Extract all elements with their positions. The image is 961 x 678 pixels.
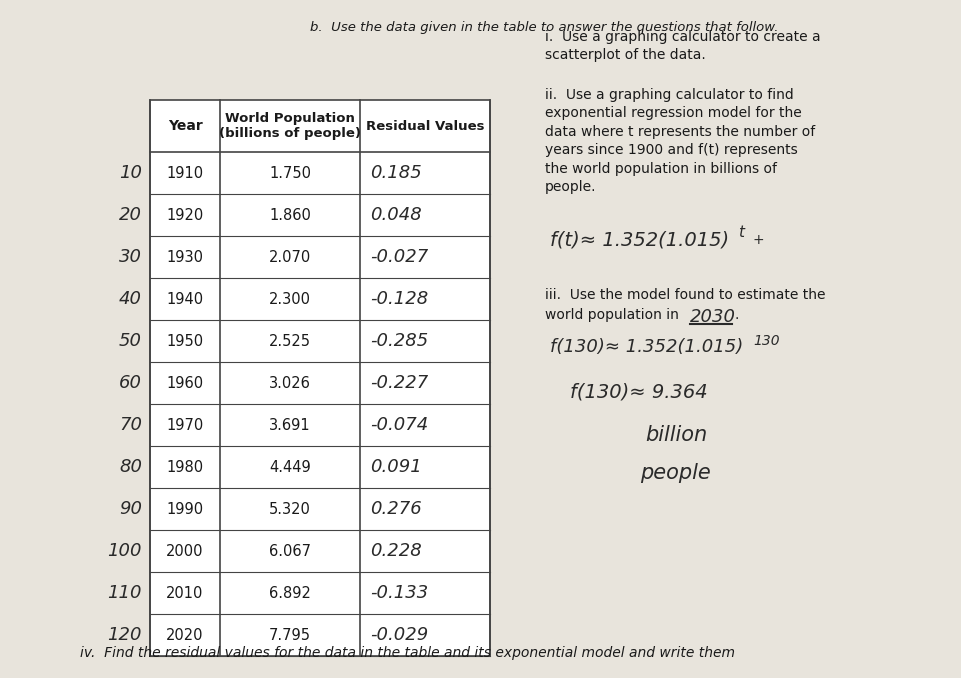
Text: people: people (640, 463, 711, 483)
Text: 1980: 1980 (166, 460, 204, 475)
Text: 2000: 2000 (166, 544, 204, 559)
Text: 1.860: 1.860 (269, 207, 311, 222)
Text: 1950: 1950 (166, 334, 204, 348)
Text: 2.070: 2.070 (269, 250, 311, 264)
Text: 2.300: 2.300 (269, 292, 311, 306)
Text: 130: 130 (753, 334, 779, 348)
Text: i.  Use a graphing calculator to create a
scatterplot of the data.: i. Use a graphing calculator to create a… (545, 30, 821, 62)
Text: 1930: 1930 (166, 250, 204, 264)
Text: 2030: 2030 (690, 308, 736, 326)
Text: 50: 50 (119, 332, 142, 350)
Text: 2.525: 2.525 (269, 334, 311, 348)
Text: 6.067: 6.067 (269, 544, 311, 559)
Text: world population in: world population in (545, 308, 683, 322)
Text: 1910: 1910 (166, 165, 204, 180)
Text: f(t)≈ 1.352(1.015): f(t)≈ 1.352(1.015) (550, 230, 729, 249)
Text: +: + (753, 233, 765, 247)
Text: 60: 60 (119, 374, 142, 392)
Text: 0.276: 0.276 (370, 500, 422, 518)
Text: 0.228: 0.228 (370, 542, 422, 560)
Text: Residual Values: Residual Values (366, 119, 484, 132)
Text: 3.026: 3.026 (269, 376, 311, 391)
Text: 10: 10 (119, 164, 142, 182)
Text: 4.449: 4.449 (269, 460, 310, 475)
Text: .: . (734, 308, 738, 322)
Text: 1.750: 1.750 (269, 165, 311, 180)
Text: 0.185: 0.185 (370, 164, 422, 182)
Text: 1960: 1960 (166, 376, 204, 391)
Text: 7.795: 7.795 (269, 628, 311, 643)
Text: 110: 110 (108, 584, 142, 602)
Text: b.  Use the data given in the table to answer the questions that follow.: b. Use the data given in the table to an… (310, 21, 778, 34)
Text: 5.320: 5.320 (269, 502, 311, 517)
Text: 40: 40 (119, 290, 142, 308)
Text: 1970: 1970 (166, 418, 204, 433)
Text: 0.048: 0.048 (370, 206, 422, 224)
Text: 3.691: 3.691 (269, 418, 310, 433)
Bar (150, 100, 490, 656)
Text: 0.091: 0.091 (370, 458, 422, 476)
Text: billion: billion (645, 425, 707, 445)
Text: 6.892: 6.892 (269, 586, 311, 601)
Text: 2020: 2020 (166, 628, 204, 643)
Text: f(130)≈ 9.364: f(130)≈ 9.364 (570, 383, 707, 402)
Text: 90: 90 (119, 500, 142, 518)
Text: Year: Year (167, 119, 203, 133)
Text: -0.128: -0.128 (370, 290, 429, 308)
Text: 100: 100 (108, 542, 142, 560)
Text: -0.285: -0.285 (370, 332, 429, 350)
Text: 2010: 2010 (166, 586, 204, 601)
Text: 1940: 1940 (166, 292, 204, 306)
Text: -0.227: -0.227 (370, 374, 429, 392)
Text: -0.027: -0.027 (370, 248, 429, 266)
Text: ii.  Use a graphing calculator to find
exponential regression model for the
data: ii. Use a graphing calculator to find ex… (545, 88, 815, 194)
Text: 20: 20 (119, 206, 142, 224)
Text: 30: 30 (119, 248, 142, 266)
Text: 80: 80 (119, 458, 142, 476)
Text: t: t (738, 225, 744, 240)
Text: f(130)≈ 1.352(1.015): f(130)≈ 1.352(1.015) (550, 338, 743, 356)
Text: World Population
(billions of people): World Population (billions of people) (219, 112, 361, 140)
Text: 1990: 1990 (166, 502, 204, 517)
Text: 70: 70 (119, 416, 142, 434)
Text: iii.  Use the model found to estimate the: iii. Use the model found to estimate the (545, 288, 825, 302)
Text: -0.029: -0.029 (370, 626, 429, 644)
Text: 120: 120 (108, 626, 142, 644)
Text: -0.133: -0.133 (370, 584, 429, 602)
Text: 1920: 1920 (166, 207, 204, 222)
Text: -0.074: -0.074 (370, 416, 429, 434)
Text: iv.  Find the residual values for the data in the table and its exponential mode: iv. Find the residual values for the dat… (80, 646, 735, 660)
